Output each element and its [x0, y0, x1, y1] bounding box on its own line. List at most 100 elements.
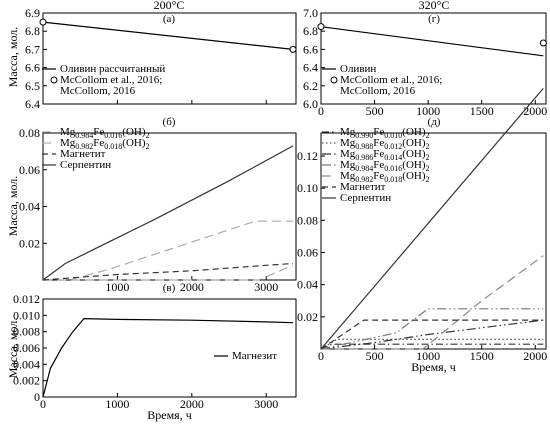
legend-formula-part: Mg	[60, 126, 76, 138]
legend-formula-part: Fe	[93, 126, 104, 138]
legend-label: Mg0.986Fe0.014(OH)2	[340, 148, 430, 162]
series-line	[320, 319, 544, 350]
legend: Магнезит	[214, 350, 277, 362]
legend-subscript: 2	[426, 142, 430, 151]
legend-formula-part: Mg	[340, 170, 356, 182]
y-tick-label: 6.0	[303, 97, 318, 111]
legend-subscript: 0.982	[355, 175, 373, 184]
legend-label: Магнезит	[232, 350, 277, 362]
legend-label: Магнетит	[340, 181, 386, 193]
y-tick-label: 6.9	[25, 6, 40, 20]
legend-formula-part: (OH)	[402, 170, 426, 182]
chart-panels: 6.4 6.5 6.6 6.7 6.8 6.9 200°C(а) Масса, мол. Оли…	[6, 0, 547, 422]
series-line	[321, 255, 544, 350]
x-tick-label: 1000	[105, 397, 129, 411]
y-tick-label: 0.004	[13, 357, 40, 371]
y-tick-label: 0.006	[13, 341, 40, 355]
y-tick-label: 6.4	[25, 97, 40, 111]
series-line	[42, 262, 294, 281]
legend-formula-part: Fe	[373, 148, 384, 160]
legend-label: Серпентин	[60, 159, 111, 171]
y-tick-label: 6.2	[303, 79, 318, 93]
legend-subscript: 0.984	[75, 131, 93, 140]
y-tick-label: 0	[34, 390, 40, 404]
legend-subscript: 2	[426, 153, 430, 162]
y-axis-label: Масса, мол.	[6, 27, 20, 88]
y-tick-label: 6.6	[303, 42, 318, 56]
x-tick-label: 0	[318, 349, 324, 363]
legend-subscript: 0.016	[384, 164, 402, 173]
y-tick-label: 6.8	[303, 24, 318, 38]
y-tick-label: 0.012	[13, 292, 40, 306]
x-tick-label: 0	[318, 104, 324, 118]
y-tick-label: 6.6	[25, 61, 40, 75]
series-line	[320, 343, 544, 350]
legend-subscript: 0.988	[355, 142, 373, 151]
legend-marker	[330, 76, 338, 84]
legend-formula-part: (OH)	[122, 126, 146, 138]
legend-subscript: 0.018	[384, 175, 402, 184]
y-tick-label: 6.8	[25, 24, 40, 38]
series-line	[43, 264, 294, 281]
plot-frame	[42, 12, 297, 105]
legend: Mg0.990Fe0.010(OH)2Mg0.988Fe0.012(OH)2Mg…	[322, 126, 430, 204]
legend-subscript: 2	[426, 164, 430, 173]
panel-title: 200°C	[154, 0, 185, 12]
legend-subscript: 2	[426, 131, 430, 140]
panel-letter: (б)	[163, 116, 176, 128]
data-point	[39, 18, 47, 26]
y-tick-label: 0.002	[13, 374, 40, 388]
x-tick-label: 0	[40, 397, 46, 411]
series-line	[42, 317, 294, 398]
legend-subscript: 0.012	[384, 142, 402, 151]
legend-subscript: 2	[146, 131, 150, 140]
legend-label: McCollom et al., 2016; McCollom, 2016	[60, 74, 162, 97]
legend-label-line: McCollom et al., 2016;	[60, 74, 162, 86]
plot-frame	[320, 132, 547, 350]
panel-title: 320°C	[419, 0, 450, 12]
legend-formula-part: Fe	[93, 137, 104, 149]
legend-label: Mg0.990Fe0.010(OH)2	[340, 126, 430, 140]
series-line	[320, 308, 544, 350]
x-tick-label: 1000	[105, 280, 129, 294]
y-tick-label: 0.02	[19, 236, 40, 250]
y-tick-label: 6.4	[303, 61, 318, 75]
legend-label: Магнетит	[60, 148, 106, 160]
x-tick-label: 1000	[416, 349, 440, 363]
legend-label: Mg0.984Fe0.016(OH)2	[60, 126, 150, 140]
legend-subscript: 0.018	[104, 142, 122, 151]
legend-marker	[50, 76, 58, 84]
panel-v: 0 1000 2000 300000.0020.0040.0060.0080.0100…	[6, 282, 297, 422]
legend-label: Mg0.982Fe0.018(OH)2	[340, 170, 430, 184]
legend-subscript: 2	[146, 142, 150, 151]
panel-g: 0 500 1000 1500 2000 6.0 6.2 6.4 6.6 6.8 7.0 320°C(…	[303, 0, 547, 118]
legend-subscript: 0.016	[104, 131, 122, 140]
x-tick-label: 2000	[180, 280, 204, 294]
legend-formula-part: Mg	[340, 148, 356, 160]
legend-subscript: 2	[426, 175, 430, 184]
y-tick-label: 7.0	[303, 6, 318, 20]
legend-formula-part: Mg	[340, 159, 356, 171]
series-line	[320, 338, 544, 350]
legend-formula-part: Fe	[373, 126, 384, 138]
panel-b: 1000 2000 3000 0.02 0.04 0.06 0.08 (б) Масса, мо…	[6, 116, 297, 294]
x-tick-label: 500	[366, 349, 384, 363]
legend: Mg0.984Fe0.016(OH)2Mg0.982Fe0.018(OH)2Ма…	[42, 126, 150, 171]
plot-frame	[42, 298, 297, 398]
x-tick-label: 3000	[254, 280, 278, 294]
legend-label: McCollom et al., 2016; McCollom, 2016	[340, 74, 442, 97]
legend-formula-part: Fe	[373, 159, 384, 171]
data-point	[289, 45, 297, 53]
legend-label-line: McCollom, 2016	[60, 85, 136, 97]
series-line	[42, 21, 294, 50]
y-tick-label: 0.08	[297, 213, 318, 227]
plot-frame	[320, 12, 547, 105]
legend-formula-part: (OH)	[122, 137, 146, 149]
y-tick-label: 0.04	[297, 278, 318, 292]
legend-formula-part: Mg	[60, 137, 76, 149]
series-line	[43, 220, 293, 281]
y-tick-label: 6.5	[25, 79, 40, 93]
data-point	[539, 39, 547, 47]
